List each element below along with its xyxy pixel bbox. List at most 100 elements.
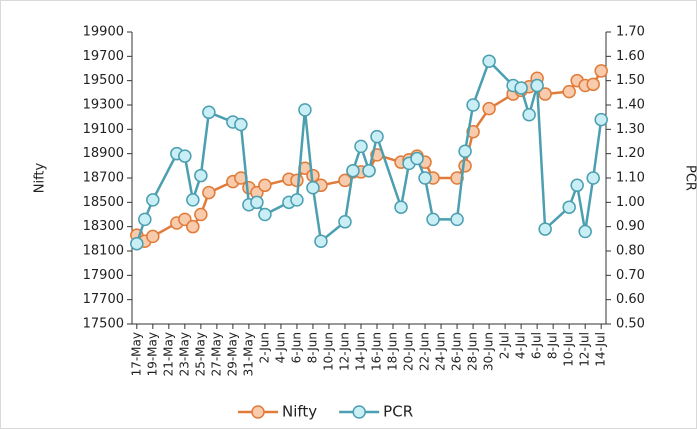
point [146,229,160,244]
point [290,193,304,207]
y2-tick-label: 1.10 [616,171,645,186]
x-tick-label: 28-Jun [466,332,480,371]
x-tick-label: 12-Jun [337,332,351,371]
point [202,185,216,200]
y2-tick-label: 0.90 [616,219,645,234]
point [338,215,352,229]
point [586,171,600,185]
y-tick-label: 17900 [83,268,124,283]
y-tick-label: 19500 [83,73,124,88]
point [466,98,480,112]
y-tick-label: 19900 [83,25,124,40]
point [186,193,200,207]
y2-tick-label: 1.50 [616,73,645,88]
x-tick-label: 24-Jun [434,332,448,371]
point [202,105,216,120]
point [594,112,608,127]
point [594,64,608,78]
point [138,212,152,227]
x-tick-label: 17-May [129,332,143,376]
legend-marker [352,405,366,419]
x-tick-label: 6-Jul [530,332,544,359]
point [234,117,248,132]
y2-tick-label: 1.60 [616,49,645,64]
x-tick-label: 21-May [161,332,175,376]
x-tick-label: 2-Jun [257,332,271,363]
x-tick-label: 25-May [193,332,207,376]
x-tick-label: 22-Jun [418,332,432,371]
y2-tick-label: 0.80 [616,244,645,259]
point [418,171,432,185]
x-tick-label: 29-May [225,332,239,376]
x-tick-label: 14-Jun [353,332,367,371]
point [450,212,464,227]
point [362,163,376,178]
legend-marker [251,405,265,419]
point [370,129,384,144]
point [194,207,208,222]
y-tick-label: 18100 [83,244,124,259]
x-tick-label: 8-Jul [546,332,560,359]
x-tick-label: 26-Jun [450,332,464,371]
x-tick-label: 23-May [177,332,191,376]
point [562,84,576,99]
y2-tick-label: 0.60 [616,292,645,307]
y-tick-label: 19300 [83,98,124,113]
point [290,173,304,188]
x-tick-label: 16-Jun [370,332,384,371]
y2-axis-title: PCR [683,165,697,191]
legend-label: Nifty [282,403,317,421]
y2-tick-label: 1.20 [616,146,645,161]
y-tick-label: 19100 [83,122,124,137]
point [346,163,360,178]
x-tick-label: 14-Jul [594,332,608,367]
point [458,144,472,158]
point [578,224,592,239]
point [538,222,552,236]
y-tick-label: 18900 [83,146,124,161]
point [530,78,544,93]
x-tick-label: 6-Jun [289,332,303,363]
x-tick-label: 4-Jul [514,332,528,359]
point [514,81,528,95]
point [410,151,424,166]
x-tick-label: 4-Jun [273,332,287,363]
point [482,101,496,116]
point [538,87,552,101]
y2-tick-label: 1.70 [616,25,645,40]
x-tick-label: 30-Jun [482,332,496,371]
x-tick-label: 18-Jun [386,332,400,371]
y2-tick-label: 1.00 [616,195,645,210]
y2-tick-label: 0.70 [616,268,645,283]
point [426,212,440,227]
point [250,195,264,210]
y-tick-label: 19700 [83,49,124,64]
point [522,107,536,122]
point [298,103,312,117]
point [394,200,408,214]
y2-tick-label: 1.30 [616,122,645,137]
x-tick-label: 2-Jul [498,332,512,359]
point [186,219,200,234]
y2-tick-label: 0.50 [616,317,645,332]
x-tick-label: 20-Jun [402,332,416,371]
point [306,180,320,195]
y-axis-title: Nifty [33,162,48,193]
y-tick-label: 18700 [83,171,124,186]
point [130,236,144,251]
point [146,193,160,207]
y-tick-label: 18300 [83,219,124,234]
point [570,178,584,193]
point [314,234,328,249]
x-tick-label: 12-Jul [578,332,592,367]
y-tick-label: 17500 [83,317,124,332]
x-tick-label: 8-Jun [305,332,319,363]
legend-label: PCR [383,403,413,421]
point [258,178,272,193]
x-tick-label: 27-May [209,332,223,376]
y-tick-label: 17700 [83,292,124,307]
point [258,207,272,222]
x-tick-label: 10-Jun [321,332,335,371]
